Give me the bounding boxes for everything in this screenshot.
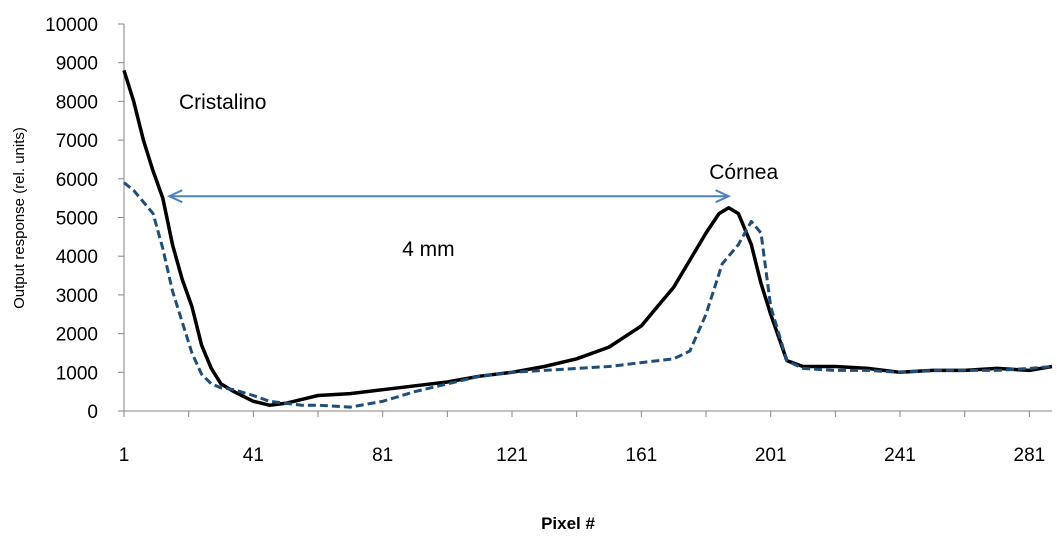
series-group (122, 69, 1053, 409)
y-tick-label: 5000 (56, 209, 98, 230)
y-tick-label: 0 (87, 402, 98, 423)
x-axis-ticks: 1 41 81 121 161 201 241 281 (119, 411, 1046, 466)
y-axis-label: Output response (rel. units) (11, 127, 28, 309)
y-tick-label: 6000 (56, 170, 98, 191)
x-tick-label: 241 (884, 445, 916, 466)
distance-arrow (166, 189, 732, 204)
annotation-label: Cristalino (179, 91, 267, 114)
arrow-head-left (166, 189, 183, 204)
x-tick-label: 161 (626, 445, 658, 466)
y-tick-label: 4000 (56, 247, 98, 268)
x-tick-label: 81 (372, 445, 393, 466)
x-tick-label: 121 (496, 445, 528, 466)
y-tick-label: 1000 (56, 363, 98, 384)
y-tick-label: 9000 (56, 54, 98, 75)
y-tick-label: 10000 (45, 15, 98, 36)
x-axis-label: Pixel # (541, 514, 595, 533)
series-dashed-line (123, 181, 1053, 409)
y-tick-label: 7000 (56, 131, 98, 152)
y-tick-label: 3000 (56, 286, 98, 307)
y-axis-ticks: 0 1000 2000 3000 4000 5000 6000 7000 8000 9000 100… (45, 15, 124, 423)
x-tick-label: 201 (755, 445, 787, 466)
y-tick-label: 2000 (56, 325, 98, 346)
x-tick-label: 1 (119, 445, 130, 466)
y-tick-label: 8000 (56, 92, 98, 113)
x-tick-label: 41 (243, 445, 264, 466)
annotations: Cristalino Córnea 4 mm (179, 91, 778, 261)
annotation-label: 4 mm (402, 238, 455, 261)
series-solid-line (122, 69, 1053, 407)
arrow-head-right (715, 189, 732, 204)
annotation-label: Córnea (709, 161, 778, 184)
x-tick-label: 281 (1014, 445, 1046, 466)
